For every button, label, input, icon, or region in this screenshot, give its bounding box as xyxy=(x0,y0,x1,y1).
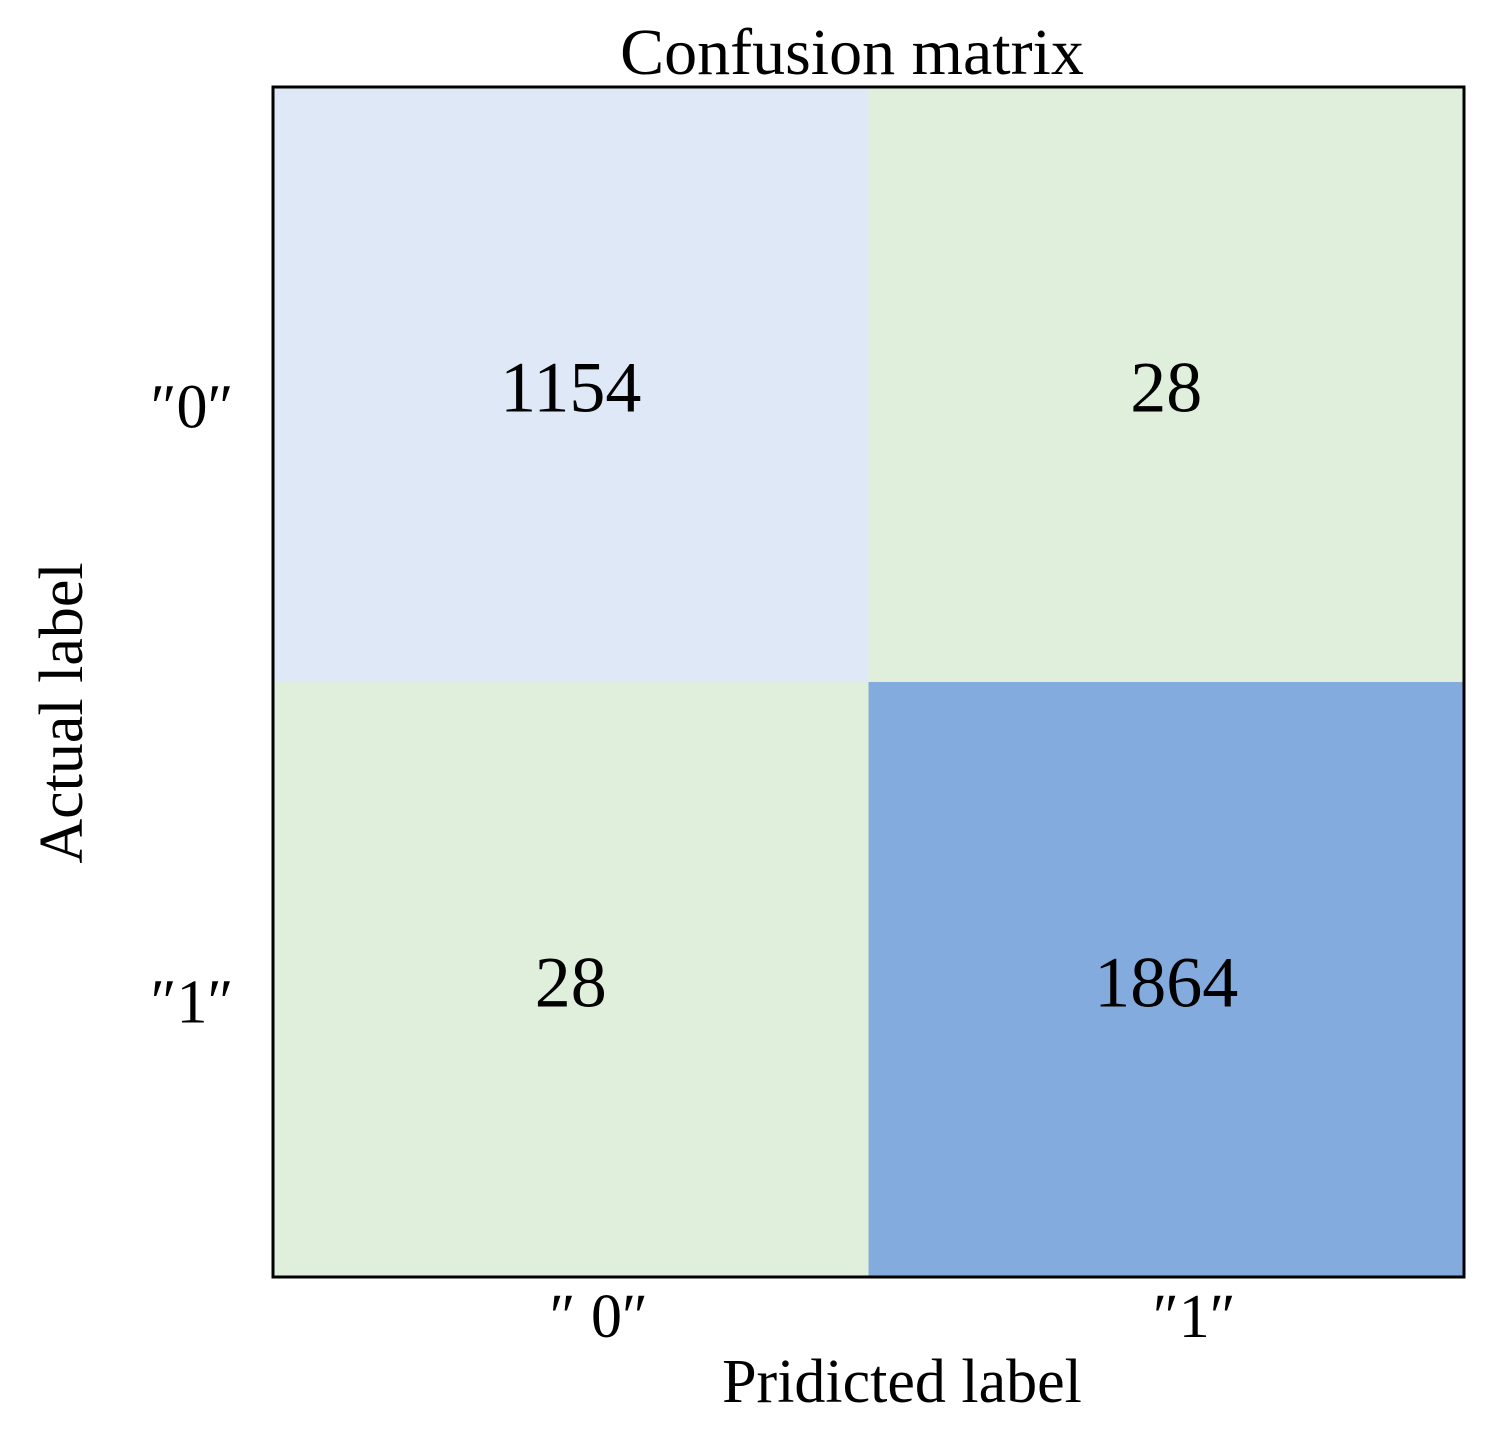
matrix-cell-0-0 xyxy=(273,87,869,682)
y-tick-label-0: ″0″ xyxy=(151,374,234,442)
matrix-cell-0-1 xyxy=(868,87,1464,682)
y-tick-label-1: ″1″ xyxy=(151,969,234,1037)
x-tick-label-0: ″ 0″ xyxy=(550,1283,648,1351)
y-tick-labels: ″0″ ″1″ xyxy=(151,374,234,1037)
matrix-value-1-0: 28 xyxy=(535,943,607,1023)
matrix-value-0-1: 28 xyxy=(1130,348,1202,428)
x-tick-labels: ″ 0″ ″1″ xyxy=(550,1283,1236,1351)
matrix-value-1-1: 1864 xyxy=(1094,943,1238,1023)
matrix-cell-1-0 xyxy=(273,682,869,1277)
plot-frame xyxy=(271,85,1466,1279)
cells-layer: 1154 28 28 1864 xyxy=(273,87,1464,1277)
matrix-value-0-0: 1154 xyxy=(500,348,641,428)
x-tick-label-1: ″1″ xyxy=(1153,1283,1236,1351)
chart-title: Confusion matrix xyxy=(620,16,1084,89)
x-axis-label: Pridicted label xyxy=(722,1348,1082,1416)
matrix-cell-1-1 xyxy=(868,682,1464,1277)
y-axis-label: Actual label xyxy=(28,562,96,863)
